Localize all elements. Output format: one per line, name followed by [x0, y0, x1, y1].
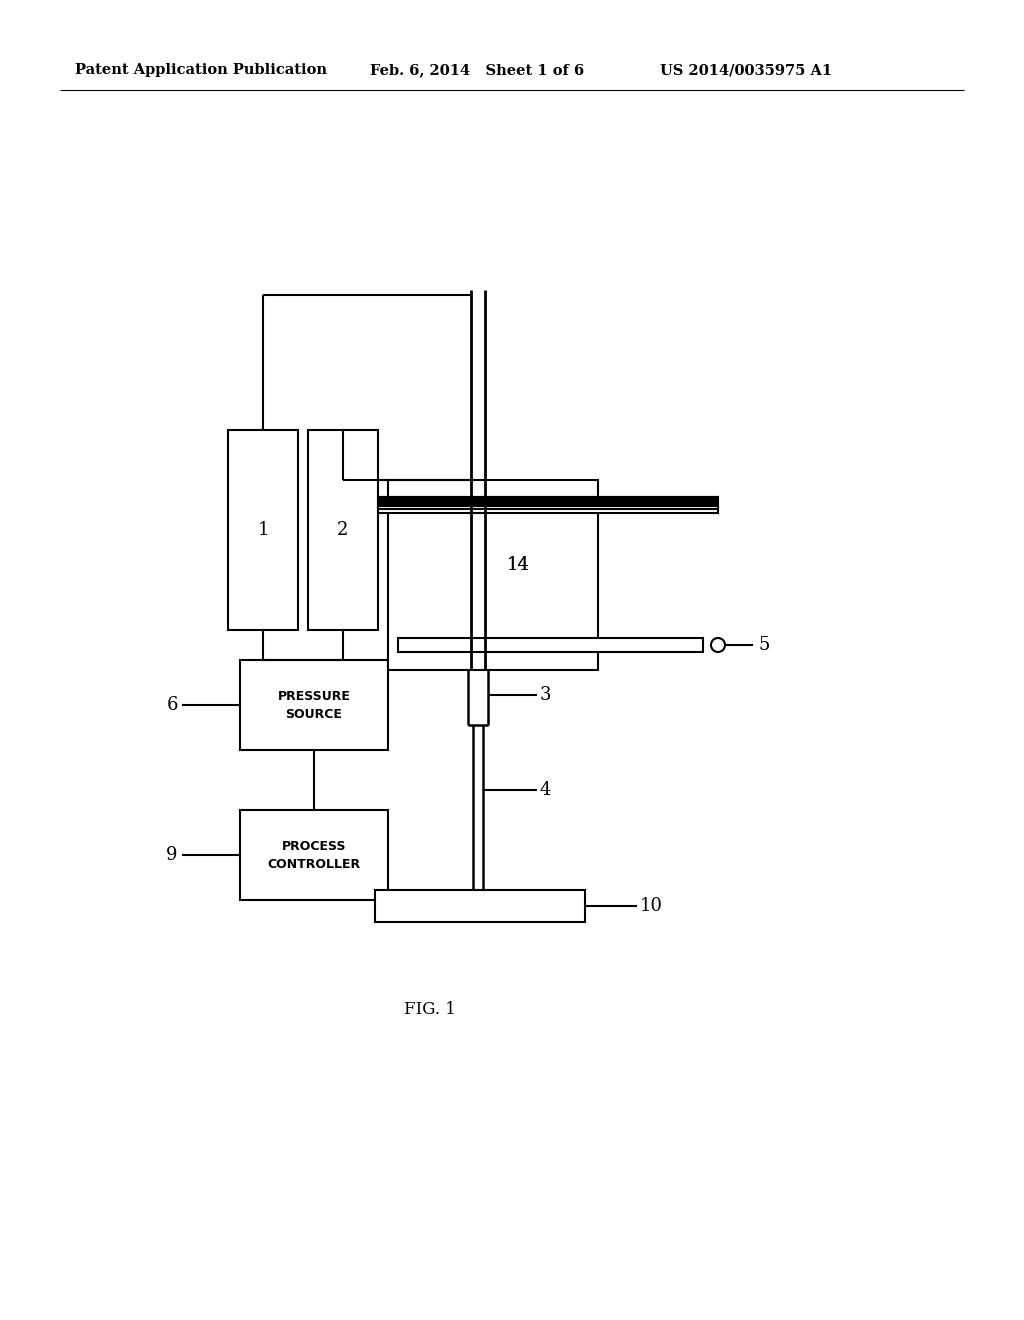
Text: PROCESS: PROCESS	[282, 841, 346, 854]
Bar	[398, 638, 703, 652]
Bar	[228, 430, 298, 630]
Text: Feb. 6, 2014   Sheet 1 of 6: Feb. 6, 2014 Sheet 1 of 6	[370, 63, 584, 77]
Text: SOURCE: SOURCE	[286, 709, 342, 722]
Text: 9: 9	[166, 846, 178, 865]
Text: US 2014/0035975 A1: US 2014/0035975 A1	[660, 63, 833, 77]
Text: 14: 14	[507, 557, 529, 574]
Text: 1: 1	[257, 521, 268, 539]
Bar	[240, 660, 388, 750]
Bar	[378, 498, 718, 513]
Text: 5: 5	[758, 636, 769, 653]
Bar	[240, 810, 388, 900]
Text: FIG. 1: FIG. 1	[404, 1002, 456, 1019]
Text: PRESSURE: PRESSURE	[278, 690, 350, 704]
Bar	[375, 890, 585, 921]
Bar	[388, 480, 598, 671]
Text: 2: 2	[337, 521, 349, 539]
Text: 6: 6	[166, 696, 178, 714]
Text: Patent Application Publication: Patent Application Publication	[75, 63, 327, 77]
Bar	[308, 430, 378, 630]
Text: 4: 4	[540, 781, 551, 799]
Text: 3: 3	[540, 686, 552, 704]
Text: 10: 10	[640, 898, 663, 915]
Text: CONTROLLER: CONTROLLER	[267, 858, 360, 871]
Text: 14: 14	[507, 557, 529, 574]
